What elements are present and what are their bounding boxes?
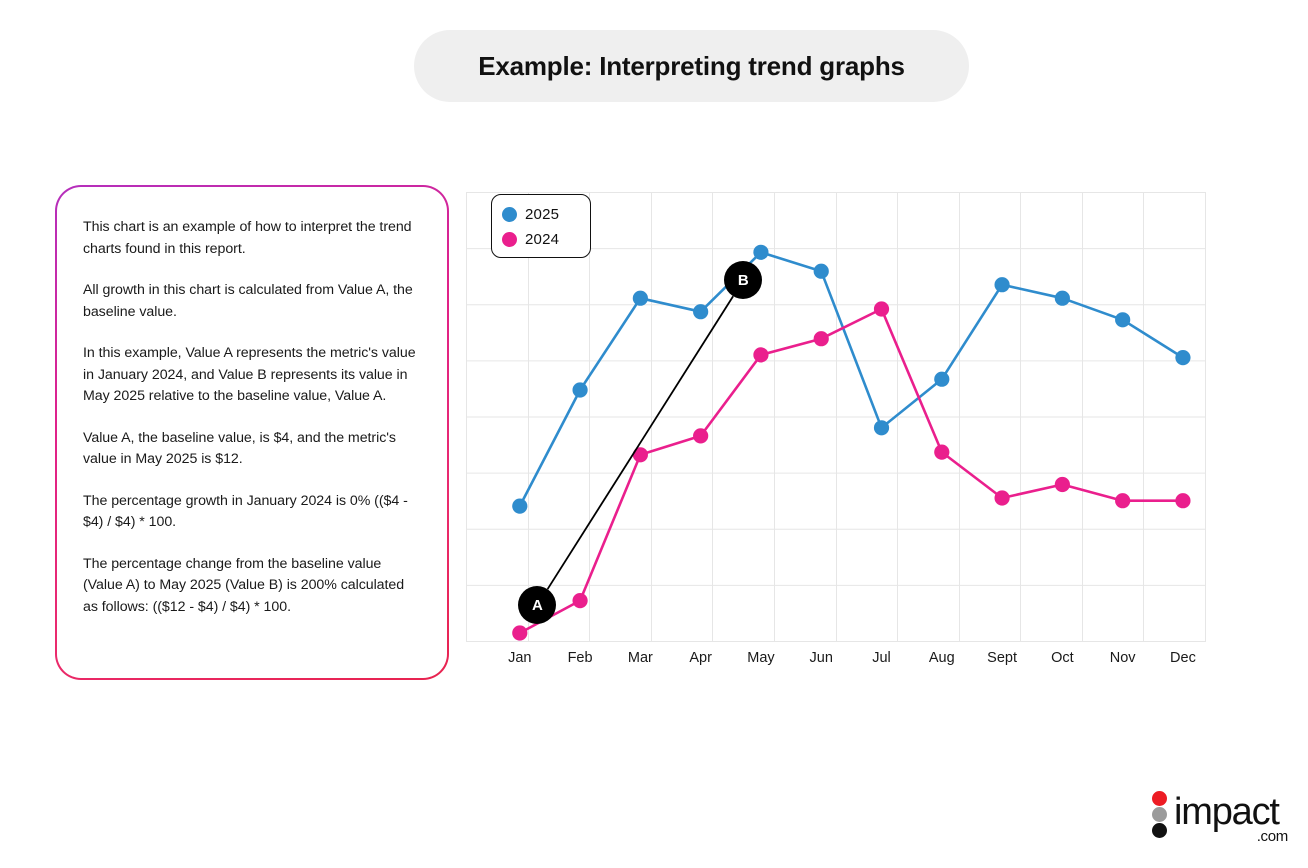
logo-dot-red bbox=[1152, 791, 1167, 806]
data-point-2024-Apr[interactable] bbox=[693, 428, 709, 444]
legend-swatch-icon bbox=[502, 232, 517, 247]
legend-item-2025[interactable]: 2025 bbox=[502, 202, 590, 227]
x-axis-tick-Mar: Mar bbox=[627, 650, 653, 666]
data-point-2025-Jun[interactable] bbox=[813, 263, 829, 279]
data-point-2025-Oct[interactable] bbox=[1054, 290, 1070, 306]
chart-legend: 2025 2024 bbox=[491, 194, 591, 258]
legend-item-label: 2024 bbox=[525, 231, 560, 248]
x-axis-tick-May: May bbox=[747, 650, 775, 666]
x-axis-tick-Oct: Oct bbox=[1051, 650, 1074, 666]
logo-wordmark: impact bbox=[1174, 791, 1280, 833]
data-point-2025-Dec[interactable] bbox=[1175, 350, 1191, 366]
data-point-2024-Feb[interactable] bbox=[572, 593, 588, 609]
chart-ab-connector bbox=[546, 295, 734, 590]
x-axis-tick-Jun: Jun bbox=[809, 650, 833, 666]
explainer-paragraph: Value A, the baseline value, is $4, and … bbox=[83, 429, 396, 468]
x-axis-tick-Jan: Jan bbox=[508, 650, 532, 666]
data-point-2025-Feb[interactable] bbox=[572, 382, 588, 398]
logo-dot-black bbox=[1152, 823, 1167, 838]
annotation-badge-b: B bbox=[724, 261, 763, 300]
data-point-2025-Jul[interactable] bbox=[873, 420, 890, 436]
explainer-paragraph: All growth in this chart is calculated f… bbox=[83, 282, 413, 320]
series-line-2025 bbox=[518, 250, 1185, 508]
x-axis-tick-Sept: Sept bbox=[987, 650, 1017, 666]
data-point-2025-Jan[interactable] bbox=[512, 498, 528, 514]
data-point-2025-Nov[interactable] bbox=[1115, 312, 1131, 328]
x-axis-tick-Nov: Nov bbox=[1109, 650, 1136, 666]
data-point-2025-Sept[interactable] bbox=[994, 277, 1010, 293]
series-line-2024 bbox=[518, 307, 1185, 635]
page-title: Example: Interpreting trend graphs bbox=[478, 50, 905, 81]
data-point-2024-Aug[interactable] bbox=[934, 444, 950, 460]
x-axis-tick-Feb: Feb bbox=[567, 650, 593, 666]
data-point-2024-Jul[interactable] bbox=[873, 301, 890, 317]
trend-chart-svg bbox=[466, 192, 1206, 642]
explainer-paragraph: This chart is an example of how to inter… bbox=[83, 219, 412, 257]
x-axis-tick-Aug: Aug bbox=[928, 650, 955, 666]
logo-tld: .com bbox=[1256, 828, 1289, 845]
data-point-2025-May[interactable] bbox=[753, 244, 769, 260]
data-point-2024-Jun[interactable] bbox=[813, 331, 829, 347]
legend-item-label: 2025 bbox=[525, 206, 560, 223]
data-point-2024-Jan[interactable] bbox=[512, 625, 528, 641]
explainer-paragraph: In this example, Value A represents the … bbox=[83, 345, 416, 404]
data-point-2024-Nov[interactable] bbox=[1115, 493, 1131, 509]
explainer-paragraph: The percentage change from the baseline … bbox=[83, 555, 405, 615]
connector-line-a-to-b bbox=[546, 295, 734, 590]
data-point-2024-Sept[interactable] bbox=[994, 490, 1010, 506]
data-point-2025-Mar[interactable] bbox=[632, 290, 648, 306]
legend-item-2024[interactable]: 2024 bbox=[502, 227, 590, 252]
x-axis-tick-Apr: Apr bbox=[689, 650, 712, 666]
chart-series-group bbox=[512, 244, 1191, 641]
data-point-2024-Oct[interactable] bbox=[1054, 476, 1070, 493]
x-axis-tick-Jul: Jul bbox=[872, 650, 891, 666]
x-axis-tick-labels: Jan Feb Mar Apr May Jun Jul Aug Sept Oct Nov Dec bbox=[466, 650, 1206, 674]
data-point-2024-Mar[interactable] bbox=[632, 447, 648, 463]
data-point-2024-May[interactable] bbox=[753, 347, 769, 363]
legend-swatch-icon bbox=[502, 207, 517, 222]
trend-chart bbox=[466, 192, 1206, 642]
explainer-panel: This chart is an example of how to inter… bbox=[55, 185, 449, 680]
data-point-2025-Aug[interactable] bbox=[934, 371, 950, 387]
x-axis-tick-Dec: Dec bbox=[1170, 650, 1196, 666]
logo-dot-gray bbox=[1152, 807, 1167, 822]
page-title-pill: Example: Interpreting trend graphs bbox=[414, 30, 969, 102]
data-point-2024-Dec[interactable] bbox=[1175, 493, 1191, 509]
chart-gridlines bbox=[466, 192, 1206, 642]
logo-dots-icon bbox=[1152, 791, 1170, 839]
explainer-panel-body: This chart is an example of how to inter… bbox=[57, 187, 447, 678]
annotation-badge-a: A bbox=[518, 586, 557, 625]
impact-logo: impact .com bbox=[1152, 788, 1288, 850]
data-point-2025-Apr[interactable] bbox=[693, 304, 709, 320]
explainer-paragraph: The percentage growth in January 2024 is… bbox=[83, 492, 408, 531]
